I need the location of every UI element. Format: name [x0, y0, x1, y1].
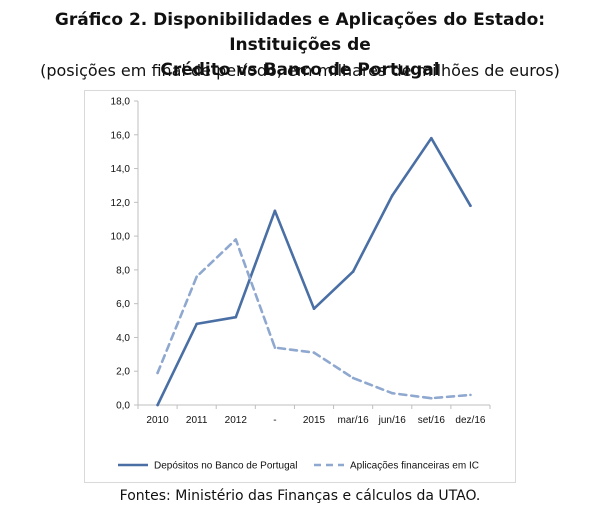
series-2-point — [313, 351, 316, 354]
series-2-point — [195, 275, 198, 278]
series-2-point — [352, 377, 355, 380]
y-tick-label: 2,0 — [116, 367, 130, 378]
x-tick-label: set/16 — [418, 415, 446, 426]
source-note: Fontes: Ministério das Finanças e cálcul… — [0, 486, 600, 506]
series-2-point — [391, 392, 394, 395]
series-1-point — [430, 137, 433, 140]
legend: Depósitos no Banco de Portugal Aplicações… — [118, 461, 479, 472]
series-1-point — [469, 204, 472, 207]
y-tick-label: 0,0 — [116, 401, 130, 412]
series-line-1 — [158, 138, 471, 405]
x-tick-label: - — [273, 415, 276, 426]
x-axis: 2010 2011 2012 - 2015 mar/16 jun/16 set/16 dez/1… — [138, 405, 490, 426]
y-tick-label: 6,0 — [116, 299, 130, 310]
series-1-point — [274, 209, 277, 212]
series-layer — [156, 137, 471, 406]
y-tick-label: 4,0 — [116, 333, 130, 344]
x-tick-label: 2011 — [186, 415, 208, 426]
x-tick-label: 2015 — [303, 415, 326, 426]
y-tick-label: 14,0 — [111, 164, 131, 175]
series-line-2 — [158, 240, 471, 399]
y-tick-label: 8,0 — [116, 265, 130, 276]
series-1-point — [156, 404, 159, 407]
series-1-point — [352, 270, 355, 273]
y-tick-label: 10,0 — [111, 232, 131, 243]
y-tick-label: 16,0 — [111, 130, 131, 141]
series-2-point — [234, 238, 237, 241]
series-1-point — [391, 194, 394, 197]
x-tick-label: 2010 — [146, 415, 169, 426]
series-2-point — [469, 394, 472, 397]
x-tick-label: mar/16 — [338, 415, 370, 426]
y-axis: 0,0 2,0 4,0 6,0 8,0 10,0 12,0 14,0 16,0 18,0 — [111, 97, 138, 412]
series-2-point — [274, 346, 277, 349]
legend-label-1: Depósitos no Banco de Portugal — [154, 461, 297, 472]
y-tick-label: 18,0 — [111, 97, 131, 108]
series-1-point — [195, 323, 198, 326]
x-tick-label: 2012 — [225, 415, 248, 426]
series-1-point — [313, 307, 316, 310]
line-chart: 0,0 2,0 4,0 6,0 8,0 10,0 12,0 14,0 16,0 18,0 2010… — [0, 0, 600, 486]
series-2-point — [156, 372, 159, 375]
series-1-point — [234, 316, 237, 319]
y-tick-label: 12,0 — [111, 198, 131, 209]
series-2-point — [430, 397, 433, 400]
x-tick-label: jun/16 — [378, 415, 407, 426]
x-tick-label: dez/16 — [455, 415, 485, 426]
legend-label-2: Aplicações financeiras em IC — [350, 461, 479, 472]
